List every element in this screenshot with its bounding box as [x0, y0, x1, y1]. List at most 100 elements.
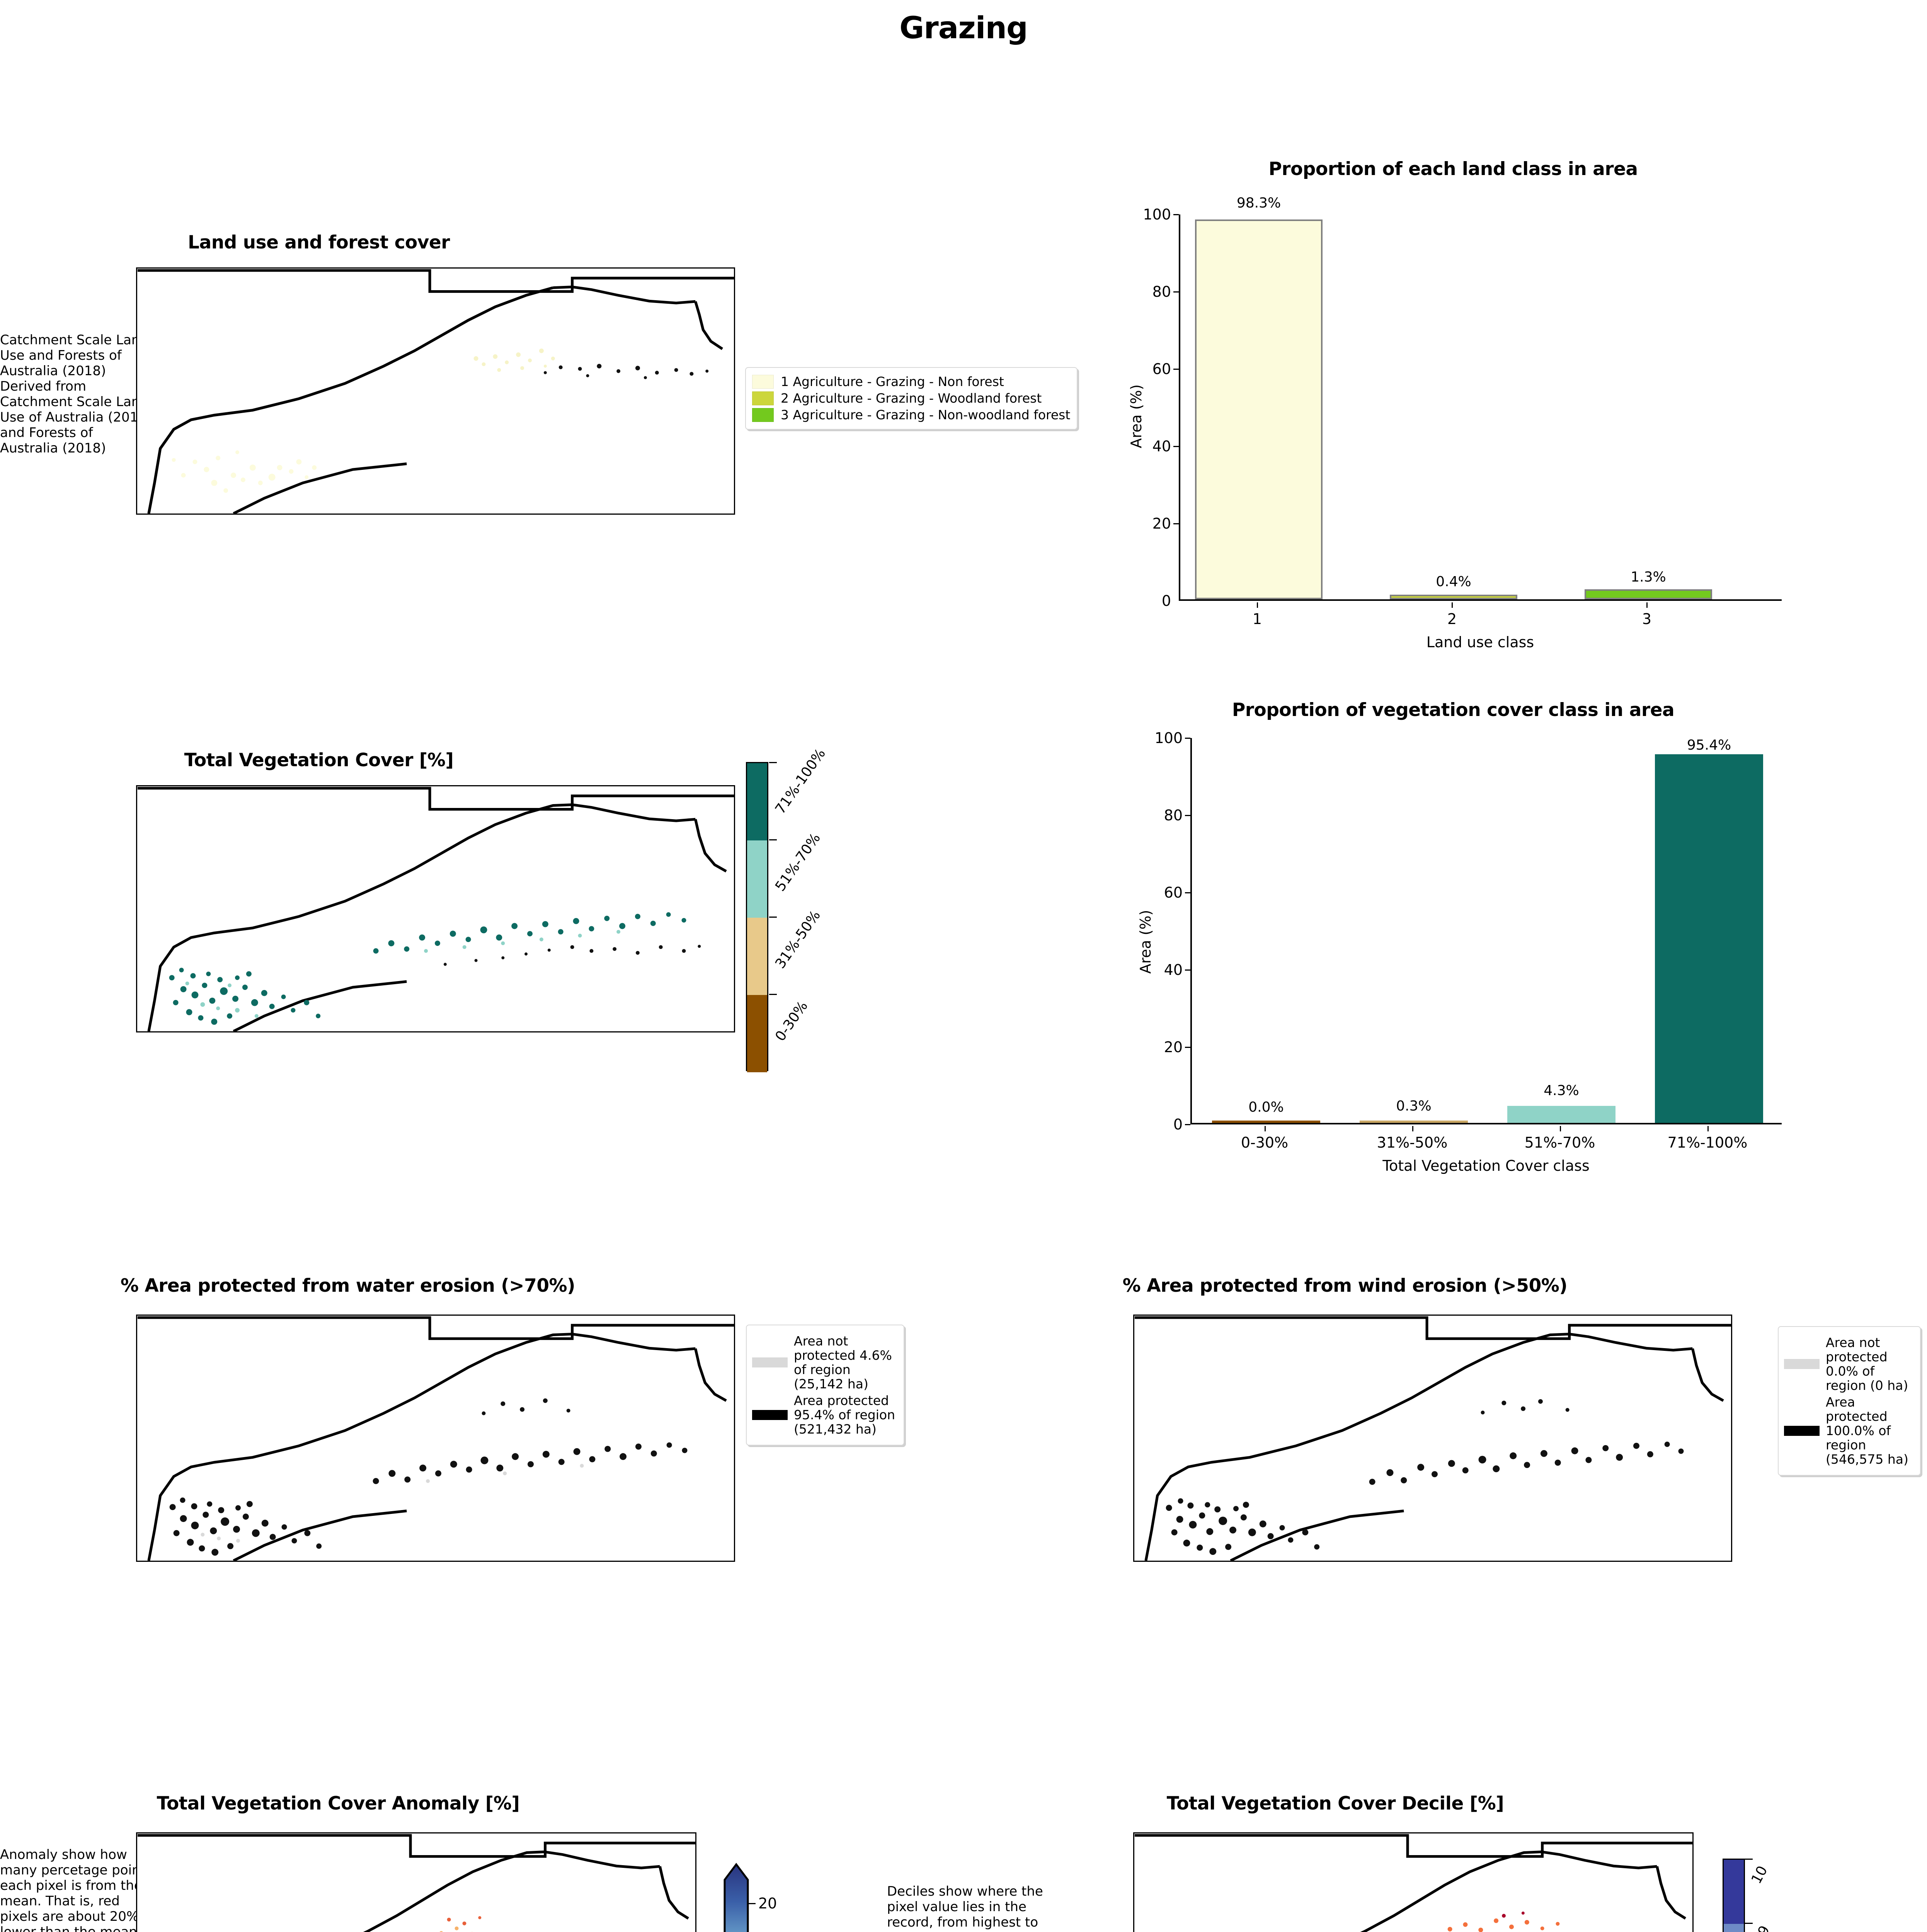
- chart1-bar-1[interactable]: [1195, 219, 1323, 599]
- cbar-seg-51-70: [747, 840, 767, 918]
- water-erosion-map-raster: [137, 1316, 734, 1561]
- water-erosion-legend: Area not protected 4.6% of region (25,14…: [746, 1325, 904, 1446]
- land-use-legend: 1 Agriculture - Grazing - Non forest 2 A…: [745, 367, 1078, 430]
- legend-swatch-not-protected: [1784, 1359, 1820, 1369]
- chart2-ytick-40: 40: [1164, 961, 1183, 978]
- legend-item: Area protected 100.0% of region (546,575…: [1784, 1395, 1915, 1466]
- cbar-tick: [769, 839, 777, 840]
- chart2-xtick-mark: [1707, 1126, 1709, 1131]
- wind-erosion-legend: Area not protected 0.0% of region (0 ha)…: [1778, 1326, 1921, 1476]
- chart2-xtick-label-3: 51%-70%: [1524, 1134, 1595, 1151]
- catchment-outline-svg: [137, 787, 734, 1031]
- anomaly-map-canvas[interactable]: [136, 1832, 696, 1932]
- chart2-bar-3[interactable]: [1507, 1106, 1615, 1123]
- land-use-map-raster: [137, 269, 734, 514]
- catchment-outline-svg: [1134, 1834, 1692, 1932]
- decile-cbar-label-10: 10: [1748, 1863, 1771, 1887]
- cbar-seg-0-30: [747, 995, 767, 1072]
- chart2-ytick-60: 60: [1164, 884, 1183, 901]
- chart1-ytick-mark: [1173, 214, 1179, 215]
- chart1-bar-2[interactable]: [1390, 595, 1517, 599]
- wind-erosion-map-canvas[interactable]: [1133, 1315, 1732, 1562]
- legend-swatch-2: [752, 391, 774, 405]
- legend-label-not-protected: Area not protected 4.6% of region (25,14…: [794, 1333, 892, 1391]
- decile-map-note: Deciles show where the pixel value lies …: [887, 1884, 1043, 1932]
- chart2-ytick-mark: [1185, 969, 1190, 971]
- legend-item: Area not protected 0.0% of region (0 ha): [1784, 1335, 1915, 1393]
- legend-label-protected: Area protected 100.0% of region (546,575…: [1826, 1395, 1908, 1467]
- chart2-bar-2[interactable]: [1360, 1121, 1468, 1123]
- anomaly-cbar-label-20: 20: [758, 1895, 777, 1912]
- cbar-seg-8-9: [1724, 1924, 1744, 1932]
- decile-map-canvas[interactable]: [1133, 1832, 1694, 1932]
- chart2-bar-4[interactable]: [1655, 754, 1763, 1123]
- catchment-outline-svg: [137, 1316, 734, 1561]
- chart2-ytick-100: 100: [1154, 730, 1183, 747]
- veg-cover-map-raster: [137, 786, 734, 1031]
- chart1-yaxis-title: Area (%): [1128, 384, 1145, 448]
- legend-swatch-not-protected: [752, 1357, 788, 1367]
- chart2-bar-1[interactable]: [1212, 1121, 1320, 1123]
- chart2-xtick-mark: [1560, 1126, 1561, 1131]
- chart2-xtick-label-4: 71%-100%: [1667, 1134, 1748, 1151]
- legend-item: Area protected 95.4% of region (521,432 …: [752, 1393, 898, 1436]
- chart2-plot-area: 0.0% 0.3% 4.3% 95.4%: [1190, 737, 1782, 1124]
- panel-veg-cover-map: Total Vegetation Cover [%]: [0, 738, 928, 1124]
- cbar-seg-71-100: [747, 763, 767, 840]
- panel-anomaly-map: Total Vegetation Cover Anomaly [%] Anoma…: [0, 1785, 928, 1932]
- chart2-xtick-label-2: 31%-50%: [1377, 1134, 1448, 1151]
- chart2-ytick-mark: [1185, 1124, 1190, 1125]
- chart2-ytick-mark: [1185, 815, 1190, 816]
- chart1-bar-3[interactable]: [1585, 589, 1712, 599]
- chart1-value-label-3: 1.3%: [1631, 569, 1666, 585]
- chart2-ytick-80: 80: [1164, 807, 1183, 824]
- chart2-title: Proportion of vegetation cover class in …: [1232, 699, 1675, 721]
- chart1-plot-area: 98.3% 0.4% 1.3%: [1179, 195, 1782, 601]
- cbar-tick: [769, 917, 777, 918]
- chart2-value-label-3: 4.3%: [1544, 1083, 1579, 1099]
- catchment-outline-svg: [137, 1834, 695, 1932]
- cbar-seg-31-50: [747, 918, 767, 995]
- chart-veg-cover-proportion: Proportion of vegetation cover class in …: [1113, 696, 1809, 1206]
- cbar-label-51-70: 51%-70%: [772, 830, 824, 895]
- wind-erosion-map-title: % Area protected from wind erosion (>50%…: [1122, 1275, 1568, 1296]
- panel-land-use-map: Land use and forest cover Catchment Scal…: [0, 220, 1078, 568]
- land-use-map-canvas[interactable]: [136, 267, 735, 515]
- chart1-xtick-mark: [1646, 602, 1648, 608]
- veg-cover-map-canvas[interactable]: [136, 785, 735, 1032]
- chart1-value-label-1: 98.3%: [1236, 195, 1281, 211]
- panel-wind-erosion-map: % Area protected from wind erosion (>50%…: [997, 1267, 1925, 1654]
- decile-map-raster: [1134, 1833, 1692, 1932]
- land-use-map-title: Land use and forest cover: [188, 232, 450, 253]
- decile-cbar-tick: [1745, 1923, 1753, 1924]
- chart1-ytick-mark: [1173, 523, 1179, 524]
- chart1-ytick-mark: [1173, 369, 1179, 370]
- chart1-xtick-label-3: 3: [1642, 611, 1652, 628]
- chart2-xtick-mark: [1412, 1126, 1413, 1131]
- legend-swatch-protected: [752, 1410, 788, 1420]
- chart2-ytick-mark: [1185, 892, 1190, 893]
- chart1-ytick-mark: [1173, 446, 1179, 447]
- anomaly-cbar-tick: [748, 1903, 756, 1904]
- chart-land-class-proportion: Proportion of each land class in area 98…: [1113, 155, 1809, 657]
- chart1-xtick-label-1: 1: [1252, 611, 1262, 628]
- panel-decile-map: Total Vegetation Cover Decile [%] Decile…: [887, 1785, 1925, 1932]
- chart2-value-label-1: 0.0%: [1248, 1099, 1284, 1115]
- legend-swatch-protected: [1784, 1425, 1820, 1436]
- chart2-xtick-mark: [1265, 1126, 1266, 1131]
- chart2-yaxis-title: Area (%): [1137, 910, 1154, 974]
- chart1-xtick-mark: [1257, 602, 1258, 608]
- legend-label-2: 2 Agriculture - Grazing - Woodland fores…: [781, 391, 1042, 406]
- chart2-ytick-20: 20: [1164, 1039, 1183, 1056]
- chart1-ytick-mark: [1173, 291, 1179, 293]
- decile-cbar-tick: [1745, 1859, 1753, 1860]
- chart1-xtick-label-2: 2: [1447, 611, 1457, 628]
- legend-swatch-1: [752, 375, 774, 389]
- catchment-outline-svg: [1134, 1316, 1731, 1561]
- chart2-xtick-label-1: 0-30%: [1241, 1134, 1289, 1151]
- cbar-label-0-30: 0-30%: [772, 998, 811, 1044]
- chart1-ytick-100: 100: [1143, 206, 1171, 223]
- anomaly-map-raster: [137, 1833, 695, 1932]
- anomaly-colorbar: [723, 1862, 749, 1932]
- water-erosion-map-canvas[interactable]: [136, 1315, 735, 1562]
